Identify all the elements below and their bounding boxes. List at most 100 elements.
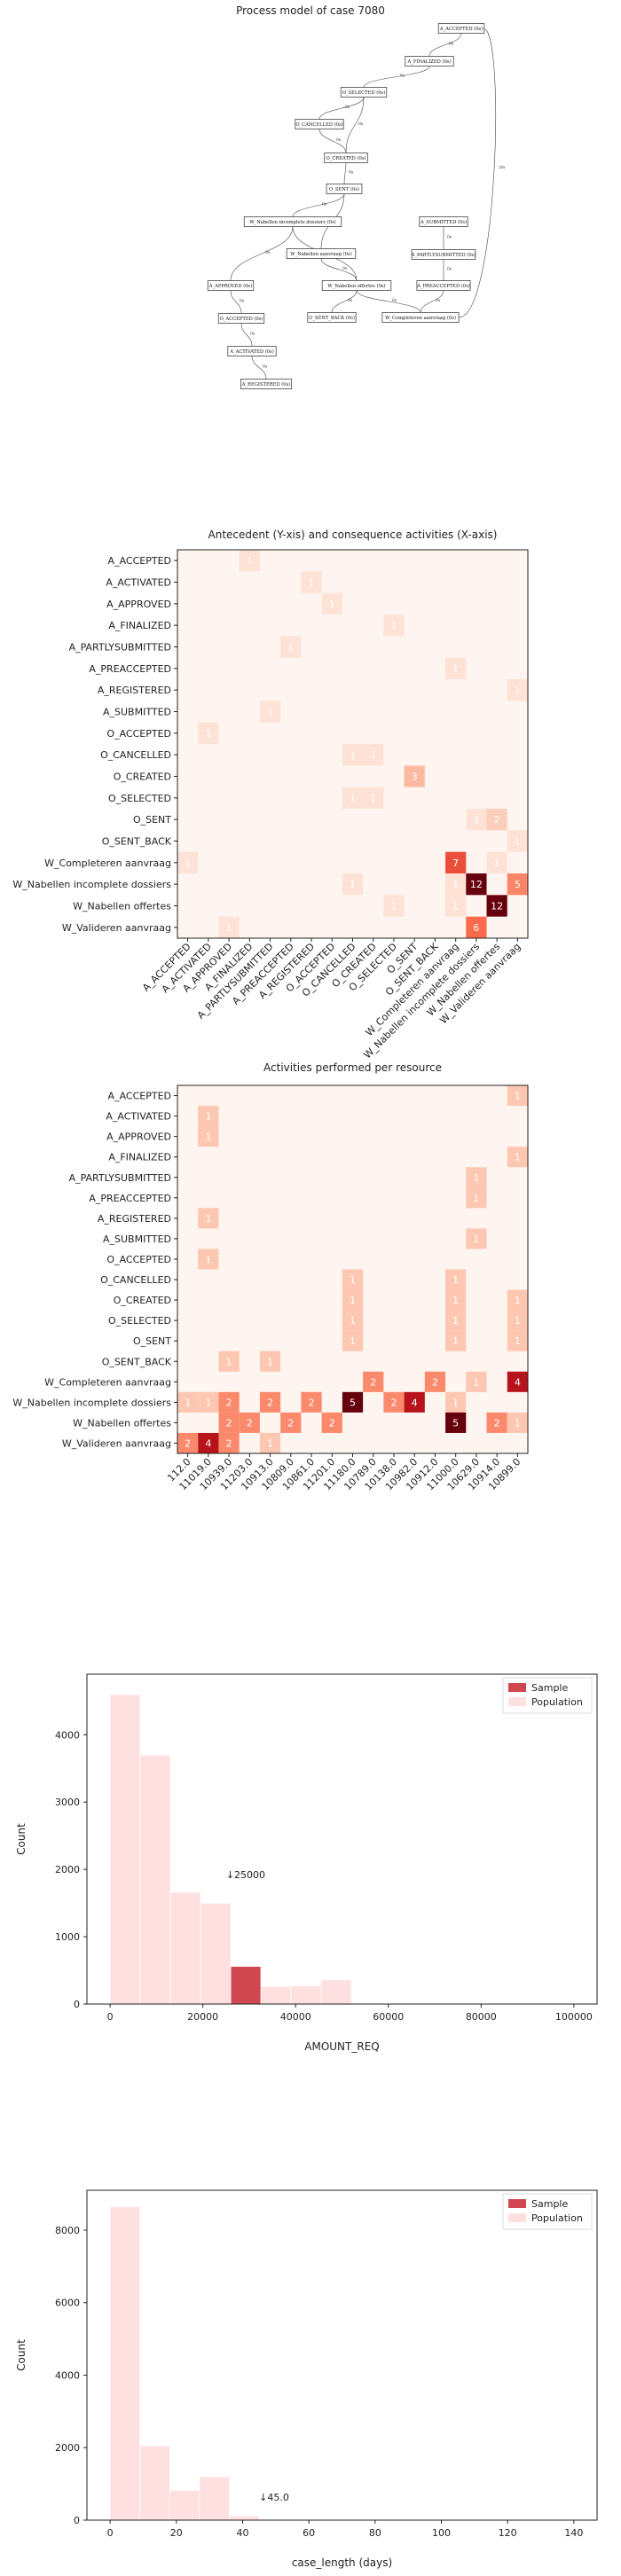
heatmap-cell-label: 1 [452,879,459,890]
heatmap-cell-label: 1 [205,1213,211,1225]
histogram-bar-population [109,2205,141,2521]
y-tick-label: A_ACTIVATED [106,1111,171,1123]
heatmap-cell-label: 4 [412,1397,418,1408]
x-tick-label: 20000 [187,2011,218,2023]
heatmap-cell [342,1330,364,1351]
legend-label-population: Population [531,2212,583,2224]
process-edge [459,27,496,318]
heatmap-title: Antecedent (Y-xis) and consequence activ… [208,529,498,541]
y-tick-label: O_SENT [133,814,171,826]
heatmap-cell [280,1412,302,1433]
heatmap-cell-label: 1 [350,749,356,761]
process-edge [318,129,347,153]
y-tick-label: W_Completeren aanvraag [44,857,171,869]
legend-label-population: Population [531,1696,583,1708]
heatmap-cell [342,1269,364,1290]
heatmap-cell [507,830,528,852]
heatmap-cell [507,873,528,896]
heatmap-cell-label: 1 [390,901,397,912]
histogram-bar-population [320,1979,352,2005]
heatmap-cell-label: 1 [515,1295,521,1306]
heatmap-cell [218,1351,240,1372]
heatmap-cell [177,851,199,873]
heatmap-cell-label: 1 [226,1356,232,1367]
process-edge-label: 0s [449,42,454,47]
x-tick-label: 140 [564,2527,583,2539]
x-tick-label: 60 [303,2527,315,2539]
heatmap-cell [507,1310,528,1331]
y-tick-label: 0 [74,1999,80,2010]
heatmap-cell-label: 1 [267,1356,273,1367]
heatmap-cell [259,1391,281,1413]
heatmap-cell [507,1147,528,1168]
heatmap-cell-label: 1 [515,1315,521,1327]
process-node-a-partlysubmitted: A_PARTLYSUBMITTED (0s) [411,249,476,260]
heatmap-cell [383,895,405,917]
y-tick-label: A_REGISTERED [98,685,171,696]
process-node-a-accepted: A_ACCEPTED (0s) [437,23,485,34]
process-edge-label: 0s [265,250,271,255]
heatmap-cell-label: 1 [515,1152,521,1163]
heatmap-cell-label: 1 [452,901,459,912]
process-node-a-activated: A_ACTIVATED (0s) [227,346,277,356]
heatmap-cell-label: 2 [226,1397,232,1408]
heatmap-cell [321,1412,342,1433]
heatmap-cell [218,1412,240,1433]
heatmap-cell-label: 12 [491,901,503,912]
antecedent-heatmap: Antecedent (Y-xis) and consequence activ… [12,529,529,1061]
process-edge-label: 0s [447,267,452,272]
process-node-label: A_SUBMITTED (0s) [420,219,467,225]
y-tick-label: O_SELECTED [108,1315,171,1327]
process-node-w-nabellen-incompl: W_Nabellen incomplete dossiers (0s) [243,216,342,227]
legend-swatch-population [508,1697,526,1706]
heatmap-cell-label: 2 [370,1376,376,1388]
x-tick-label: 100 [432,2527,451,2539]
x-tick-label: 80 [369,2527,381,2539]
heatmap-cell [507,679,528,701]
heatmap-cell [259,701,281,723]
process-node-label: W_Nabellen aanvraag (0s) [290,251,351,257]
heatmap-cell [198,1106,219,1127]
heatmap-cell [445,1412,467,1433]
heatmap-cell [218,1432,240,1453]
heatmap-cell [445,657,467,679]
heatmap-cell-label: 1 [350,879,356,890]
heatmap-cell-label: 1 [515,1417,521,1429]
heatmap-cell [486,1412,507,1433]
process-node-label: A_APPROVED (0s) [208,283,253,289]
process-edge-label: 0s [358,121,364,127]
process-node-label: O_CANCELLED (0s) [295,121,342,128]
process-edge-label: 0s [436,298,441,303]
heatmap-cell-label: 1 [390,620,397,631]
x-axis-label: AMOUNT_REQ [304,2040,379,2053]
heatmap-cell [404,765,425,787]
process-node-label: O_ACCEPTED (0s) [220,316,263,322]
y-tick-label: A_ACTIVATED [106,577,171,589]
y-tick-label: A_PREACCEPTED [89,663,171,675]
heatmap-cell-label: 1 [185,1397,191,1408]
heatmap-cell [198,1249,219,1270]
legend-swatch-population [508,2213,526,2222]
y-tick-label: W_Nabellen offertes [73,901,171,912]
process-edge-label: 2m [499,165,506,170]
y-tick-label: 2000 [55,1864,80,1875]
legend-frame [502,1677,593,1714]
process-edge-label: 0s [240,299,245,304]
heatmap-cell [466,809,487,831]
plot-frame [86,1673,598,2005]
heatmap-cell-label: 1 [452,1295,459,1306]
process-node-label: O_CREATED (0s) [326,155,366,161]
x-tick-label: 100000 [555,2011,593,2023]
heatmap-cell-label: 1 [205,1131,211,1143]
heatmap-cell [218,1391,240,1413]
y-tick-label: A_PREACCEPTED [89,1193,171,1204]
x-tick-label: 80000 [466,2011,497,2023]
process-node-label: W_Completeren aanvraag (0s) [385,315,456,321]
process-edge-label: 0s [263,364,268,370]
heatmap-cell-label: 1 [452,1315,459,1327]
process-node-o-created: O_CREATED (0s) [324,153,368,163]
process-node-w-nabellen-aanvraag: W_Nabellen aanvraag (0s) [286,248,357,259]
y-tick-label: W_Valideren aanvraag [62,922,171,934]
y-tick-label: W_Completeren aanvraag [44,1376,171,1388]
y-tick-label: 0 [74,2515,80,2526]
